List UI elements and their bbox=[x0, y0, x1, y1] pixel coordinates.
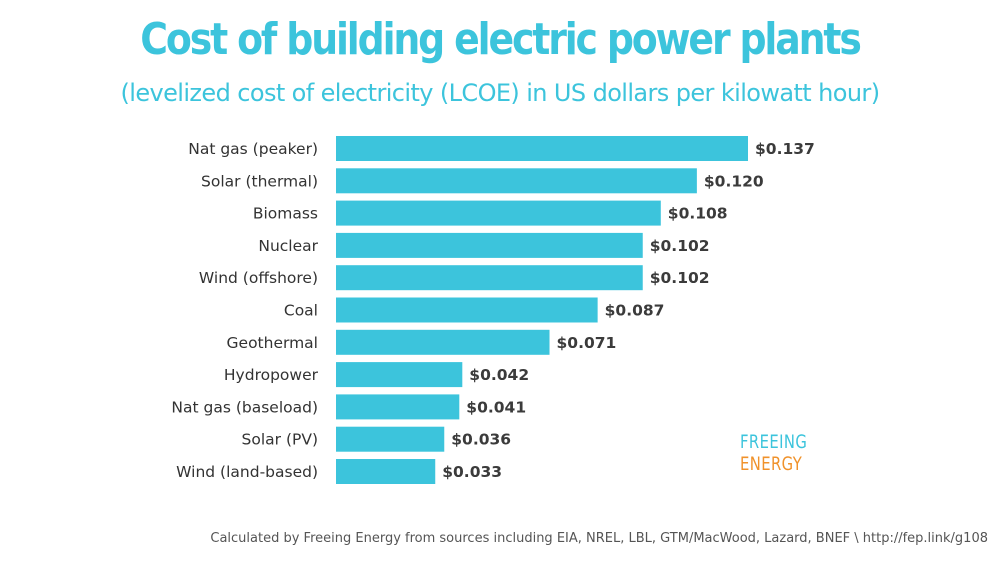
bar-wind-offshore bbox=[336, 265, 643, 291]
logo-line-1: FREEING bbox=[740, 432, 808, 453]
value-label: $0.041 bbox=[466, 398, 526, 416]
value-label: $0.042 bbox=[469, 366, 529, 384]
bar-biomass bbox=[336, 200, 661, 226]
category-labels: Nat gas (peaker) Solar (thermal) Biomass Nu… bbox=[171, 140, 318, 481]
category-label: Coal bbox=[284, 302, 318, 320]
bar-nat-gas-baseload bbox=[336, 394, 460, 420]
bar-solar-pv bbox=[336, 426, 445, 452]
value-label: $0.108 bbox=[668, 205, 728, 223]
category-label: Hydropower bbox=[224, 366, 319, 384]
bar-nat-gas-peaker bbox=[336, 136, 748, 161]
bar-geothermal bbox=[336, 329, 550, 355]
value-label: $0.071 bbox=[557, 334, 617, 352]
source-note: Calculated by Freeing Energy from source… bbox=[210, 531, 988, 546]
category-label: Nat gas (peaker) bbox=[188, 140, 318, 158]
bar-coal bbox=[336, 297, 598, 323]
category-label: Biomass bbox=[253, 205, 318, 223]
category-label: Wind (offshore) bbox=[199, 269, 318, 287]
category-label: Solar (thermal) bbox=[201, 172, 318, 190]
chart-title: Cost of building electric power plants bbox=[140, 14, 862, 65]
category-label: Solar (PV) bbox=[242, 431, 318, 449]
logo-line-2: ENERGY bbox=[740, 454, 803, 475]
chart-subtitle: (levelized cost of electricity (LCOE) in… bbox=[120, 79, 881, 107]
value-label: $0.102 bbox=[650, 269, 710, 287]
value-label: $0.033 bbox=[442, 463, 502, 481]
value-label: $0.036 bbox=[451, 431, 511, 449]
bar-hydropower bbox=[336, 362, 463, 388]
freeing-energy-logo: FREEING ENERGY bbox=[740, 432, 820, 476]
value-labels: $0.137 $0.120 $0.108 $0.102 $0.102 $0.087 $0.0… bbox=[442, 140, 815, 481]
value-label: $0.137 bbox=[755, 140, 815, 158]
category-label: Wind (land-based) bbox=[176, 463, 318, 481]
category-label: Nat gas (baseload) bbox=[171, 398, 318, 416]
bars-group bbox=[336, 136, 748, 484]
value-label: $0.087 bbox=[605, 302, 665, 320]
value-label: $0.102 bbox=[650, 237, 710, 255]
category-label: Nuclear bbox=[258, 237, 318, 255]
bar-nuclear bbox=[336, 232, 643, 258]
bar-solar-thermal bbox=[336, 168, 697, 194]
value-label: $0.120 bbox=[704, 172, 764, 190]
bar-wind-land-based bbox=[336, 459, 436, 484]
category-label: Geothermal bbox=[227, 334, 318, 352]
